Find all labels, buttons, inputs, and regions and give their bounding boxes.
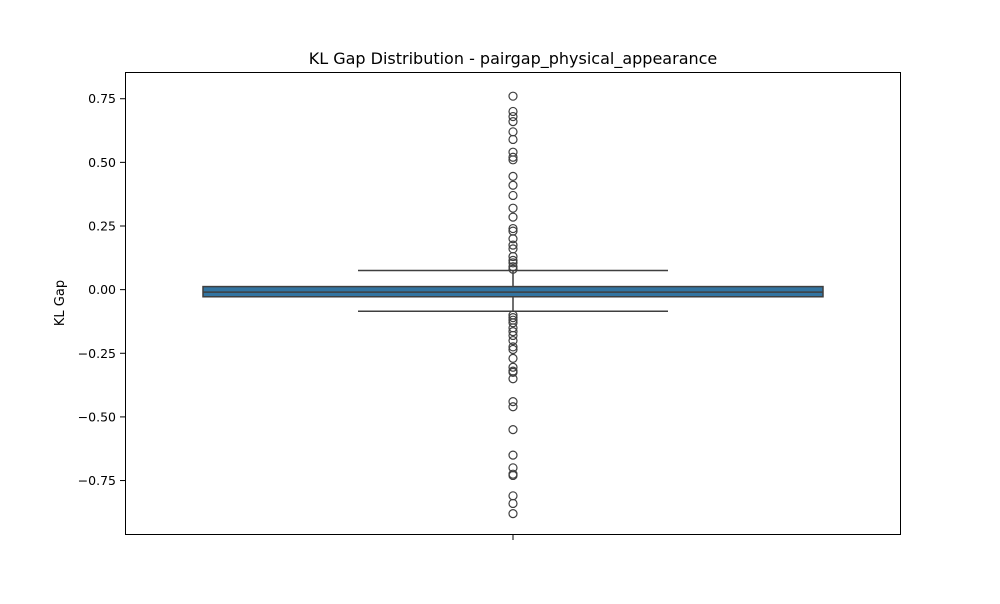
outlier-point <box>508 362 518 372</box>
y-tick-label: 0.75 <box>88 91 116 106</box>
outlier-point <box>508 106 518 117</box>
outlier-point <box>508 353 518 363</box>
outlier-point <box>508 223 518 234</box>
outlier-point <box>508 342 518 352</box>
outlier-point <box>508 203 518 213</box>
y-tick-label: −0.50 <box>78 409 116 424</box>
outlier-point <box>508 402 518 412</box>
outlier-point <box>508 509 518 519</box>
outlier-point <box>508 262 518 272</box>
outlier-point <box>508 397 518 407</box>
y-axis-label: KL Gap <box>53 280 68 326</box>
outlier-point <box>508 152 518 162</box>
outlier-point <box>508 313 518 323</box>
outlier-point <box>508 212 518 222</box>
outlier-point <box>508 335 518 346</box>
outlier-point <box>508 318 518 328</box>
outlier-point <box>508 498 518 509</box>
y-tick-label: 0.25 <box>88 219 116 234</box>
outlier-point <box>508 367 518 377</box>
outlier-point <box>508 91 518 101</box>
outlier-point <box>508 190 518 201</box>
plot-marks <box>202 91 824 519</box>
outlier-point <box>508 180 518 190</box>
outlier-point <box>508 171 518 181</box>
outlier-point <box>508 234 518 244</box>
outlier-point <box>508 127 518 137</box>
outlier-point <box>508 425 518 435</box>
outlier-point <box>508 470 518 481</box>
plot-frame <box>125 72 901 535</box>
outlier-point <box>508 117 518 127</box>
outlier-point <box>508 330 518 341</box>
outlier-point <box>508 134 518 145</box>
outlier-point <box>508 374 518 384</box>
outlier-point <box>508 327 518 337</box>
y-tick-label: −0.75 <box>78 473 116 488</box>
y-tick-label: −0.25 <box>78 346 116 361</box>
chart-title: KL Gap Distribution - pairgap_physical_a… <box>309 49 718 69</box>
outlier-point <box>508 258 518 268</box>
outlier-point <box>508 255 518 265</box>
outlier-point <box>508 240 518 250</box>
y-tick-label: 0.50 <box>88 155 116 170</box>
y-axis-ticks: 0.75 0.50 0.25 0.00 −0.25 −0.50 −0.75 <box>78 91 125 488</box>
y-tick-label: 0.00 <box>88 282 116 297</box>
outlier-point <box>508 251 518 262</box>
outlier-point <box>508 344 518 355</box>
outlier-point <box>508 491 518 501</box>
outlier-point <box>508 264 518 274</box>
outlier-point <box>508 155 518 165</box>
outlier-point <box>508 111 518 122</box>
outlier-point <box>508 450 518 460</box>
